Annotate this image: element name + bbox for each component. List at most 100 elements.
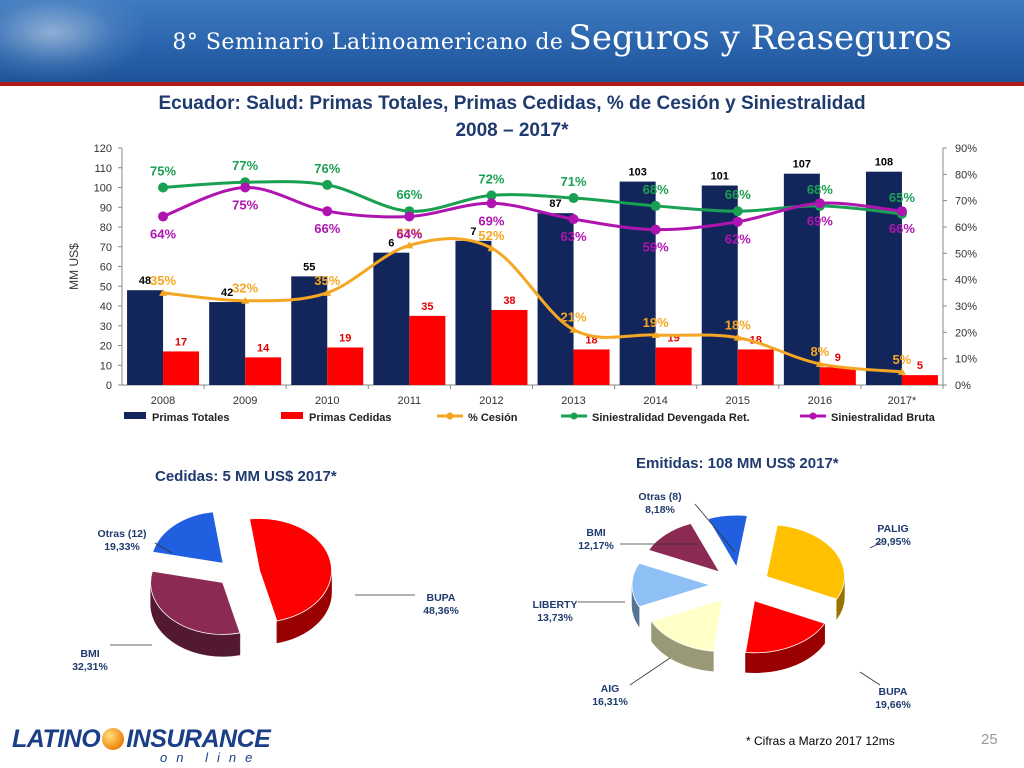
label-siniestralidad-devengada: 77% [232, 158, 258, 173]
chart-title-block: Ecuador: Salud: Primas Totales, Primas C… [0, 90, 1024, 144]
bar-primas-totales [127, 290, 164, 385]
pie-leader-line [694, 503, 736, 553]
y-tick-label: 60 [100, 262, 112, 274]
bar-primas-totales-label: 7 [470, 226, 476, 238]
label-cesion: 21% [561, 310, 587, 325]
y-tick-label: 110 [94, 163, 112, 175]
x-tick-label: 2016 [808, 395, 832, 407]
header-banner: 8° Seminario Latinoamericano de Seguros … [0, 0, 1024, 82]
pie-slice-bupa [249, 518, 332, 622]
label-cesion: 52% [478, 228, 504, 243]
y-tick-label: 50 [100, 281, 112, 293]
bar-primas-cedidas [737, 349, 774, 385]
y-tick-label: 20 [100, 341, 112, 353]
bar-primas-cedidas [409, 315, 446, 385]
x-tick-label: 2011 [398, 395, 422, 407]
logo-subtext: on line [160, 750, 262, 765]
bar-primas-cedidas [245, 357, 282, 385]
pie-leader-line [154, 542, 173, 554]
bar-primas-cedidas-label: 14 [257, 342, 270, 354]
label-cesion: 53% [396, 225, 422, 240]
y2-tick-label: 0% [955, 380, 971, 392]
point-siniestralidad-bruta [568, 214, 579, 225]
pie-slice-bmi [150, 570, 241, 635]
pie-slice-liberty [631, 562, 712, 608]
pie-leader-line [869, 541, 883, 549]
pie-label-name: Otras (8) [638, 491, 681, 503]
label-siniestralidad-bruta: 66% [889, 221, 915, 236]
y-axis-title: MM US$ [67, 243, 81, 290]
label-siniestralidad-bruta: 59% [643, 240, 669, 255]
point-siniestralidad-bruta [240, 182, 251, 193]
legend-marker [446, 412, 454, 420]
point-cesion [569, 325, 578, 333]
label-siniestralidad-devengada: 75% [150, 164, 176, 179]
point-siniestralidad-bruta [486, 198, 497, 209]
y2-tick-label: 10% [955, 354, 977, 366]
x-tick-label: 2010 [315, 395, 339, 407]
point-siniestralidad-devengada [568, 193, 579, 204]
label-cesion: 19% [643, 315, 669, 330]
point-cesion [815, 359, 824, 367]
bar-primas-cedidas-label: 5 [917, 360, 923, 372]
label-siniestralidad-bruta: 66% [314, 221, 340, 236]
point-siniestralidad-devengada [486, 190, 497, 201]
legend-swatch [124, 412, 146, 419]
x-tick-label: 2012 [479, 395, 503, 407]
seminar-title-line1: 8° Seminario Latinoamericano de [172, 30, 564, 55]
label-siniestralidad-devengada: 65% [889, 190, 915, 205]
header-divider [0, 82, 1024, 86]
bar-primas-totales-label: 6 [388, 238, 394, 250]
seminar-title-line2: Seguros y Reaseguros [568, 18, 952, 58]
label-siniestralidad-bruta: 69% [478, 213, 504, 228]
y-tick-label: 100 [94, 183, 112, 195]
point-siniestralidad-devengada [322, 179, 333, 190]
pie-leader-line [629, 657, 671, 686]
legend-marker [809, 412, 817, 420]
point-siniestralidad-devengada [650, 200, 661, 211]
bar-primas-totales [537, 213, 574, 385]
bar-primas-totales-label: 55 [303, 261, 315, 273]
pie-label-name: PALIG [877, 523, 908, 535]
label-siniestralidad-devengada: 76% [314, 161, 340, 176]
pie-label-value: 19,33% [104, 541, 140, 553]
y2-tick-label: 70% [955, 196, 977, 208]
label-cesion: 35% [150, 273, 176, 288]
bar-primas-totales [701, 185, 738, 385]
legend-marker [570, 412, 578, 420]
legend-label: Siniestralidad Devengada Ret. [592, 412, 750, 424]
bar-primas-totales-label: 48 [139, 275, 151, 287]
chart-subtitle: 2008 – 2017* [455, 120, 569, 141]
bar-primas-totales [209, 302, 246, 385]
label-cesion: 35% [314, 273, 340, 288]
point-siniestralidad-devengada [158, 182, 169, 193]
x-tick-label: 2015 [726, 395, 750, 407]
x-tick-label: 2008 [151, 395, 175, 407]
pie-cedidas-title: Cedidas: 5 MM US$ 2017* [155, 468, 337, 485]
label-siniestralidad-devengada: 71% [561, 174, 587, 189]
y2-tick-label: 80% [955, 169, 977, 181]
pie-label-value: 16,31% [592, 696, 628, 708]
y-tick-label: 0 [106, 380, 112, 392]
pie-label-name: Otras (12) [97, 528, 146, 540]
y2-tick-label: 50% [955, 248, 977, 260]
page-number: 25 [981, 731, 998, 748]
pie-slice-bupa [745, 600, 826, 654]
point-cesion [651, 330, 660, 338]
label-siniestralidad-devengada: 72% [478, 171, 504, 186]
bar-primas-totales [455, 240, 492, 385]
legend-label: Siniestralidad Bruta [831, 412, 936, 424]
bar-primas-totales-label: 101 [711, 171, 729, 183]
point-cesion [487, 244, 496, 252]
bar-primas-cedidas-label: 9 [835, 352, 841, 364]
point-siniestralidad-bruta [404, 211, 415, 222]
logo-ball-icon [102, 728, 125, 750]
bar-primas-cedidas [819, 367, 856, 385]
label-siniestralidad-bruta: 62% [725, 232, 751, 247]
point-siniestralidad-bruta [732, 216, 743, 227]
bar-primas-cedidas-label: 19 [339, 332, 351, 344]
bar-primas-totales-label: 103 [628, 167, 646, 179]
y2-tick-label: 20% [955, 327, 977, 339]
logo-text-right: INSURANCE [126, 725, 271, 753]
